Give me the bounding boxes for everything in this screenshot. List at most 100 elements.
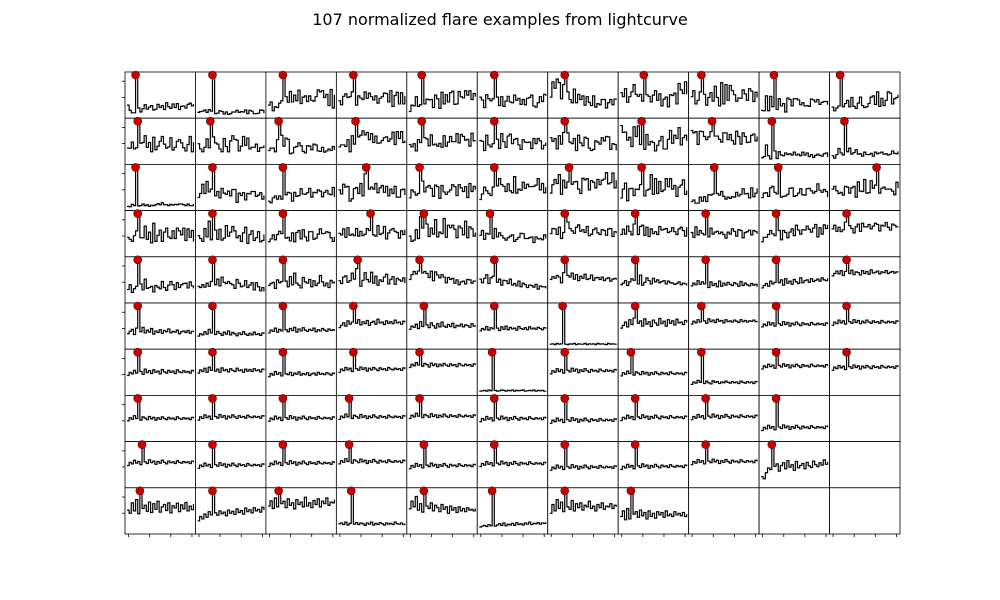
lightcurve-line [197, 444, 265, 469]
flare-panel [265, 486, 337, 537]
flare-peak-marker [701, 255, 710, 265]
lightcurve-line [408, 444, 476, 470]
flare-peak-marker [771, 209, 781, 218]
flare-peak-marker [560, 347, 570, 357]
lightcurve-line [197, 259, 265, 292]
flare-panel [265, 209, 337, 258]
flare-peak-marker [489, 163, 499, 172]
flare-peak-marker [773, 163, 783, 172]
lightcurve-line [479, 120, 547, 152]
lightcurve-line [690, 397, 758, 421]
flare-peak-marker [489, 394, 499, 403]
lightcurve-line [690, 166, 758, 204]
panel-frame [688, 441, 760, 489]
flare-peak-marker [560, 116, 570, 126]
panel-frame [547, 71, 619, 119]
lightcurve-line [831, 305, 899, 326]
flare-peak-marker [133, 301, 143, 311]
lightcurve-line [761, 259, 829, 289]
lightcurve-line [549, 444, 617, 471]
flare-panel [688, 209, 760, 258]
panel-frame [758, 487, 830, 535]
lightcurve-line [479, 74, 547, 109]
flare-peak-marker [361, 163, 371, 172]
flare-peak-marker [133, 347, 143, 357]
lightcurve-line [549, 259, 617, 284]
panel-frame [688, 210, 760, 258]
flare-peak-marker [208, 163, 217, 172]
panel-frame [829, 163, 901, 211]
panel-frame [758, 117, 830, 165]
lightcurve-line [690, 444, 758, 466]
flare-panel [122, 301, 196, 350]
panel-frame [829, 71, 901, 119]
flare-panel [335, 116, 408, 165]
flare-panel [829, 487, 901, 537]
panel-frame [547, 117, 619, 165]
lightcurve-line [267, 397, 335, 422]
flare-panel [688, 347, 760, 396]
lightcurve-line [479, 444, 547, 468]
flare-peak-marker [767, 116, 777, 126]
panel-frame [335, 441, 408, 489]
flare-panel [122, 209, 196, 258]
panel-frame [476, 256, 549, 304]
flare-panel [758, 70, 830, 119]
flare-panel [406, 116, 478, 165]
figure-title: 107 normalized flare examples from light… [312, 10, 688, 29]
flare-peak-marker [278, 440, 288, 449]
panel-frame [617, 117, 690, 165]
lightcurve-line [267, 74, 335, 112]
flare-panel [758, 440, 830, 489]
flare-panel [829, 209, 901, 258]
flare-panel [829, 70, 901, 119]
panel-frame [124, 348, 196, 396]
flare-peak-marker [133, 394, 143, 403]
flare-panel [406, 301, 478, 350]
flare-peak-marker [560, 209, 570, 218]
flare-panel [617, 347, 690, 396]
flare-panel [122, 255, 196, 304]
flare-panel [688, 440, 760, 489]
panel-frame [335, 117, 408, 165]
flare-peak-marker [767, 440, 777, 449]
lightcurve-line [620, 397, 688, 422]
flare-peak-marker [135, 486, 145, 496]
lightcurve-line [338, 490, 406, 526]
flare-peak-marker [208, 394, 217, 403]
flare-peak-marker [697, 347, 706, 357]
flare-panel [335, 163, 408, 211]
flare-panel [547, 347, 619, 396]
lightcurve-line [267, 444, 335, 467]
panel-frame [758, 71, 830, 119]
flare-peak-marker [208, 347, 217, 357]
flare-peak-marker [415, 347, 424, 357]
panel-frame [547, 487, 619, 535]
panel-frame [547, 163, 619, 211]
flare-panel [547, 255, 619, 304]
flare-peak-marker [842, 255, 851, 265]
lightcurve-line [620, 213, 688, 238]
flare-panel [758, 163, 830, 211]
flare-panel [265, 301, 337, 350]
flare-panel [406, 209, 478, 258]
flare-panel [335, 440, 408, 489]
flare-panel [476, 440, 549, 489]
lightcurve-line [127, 74, 195, 114]
lightcurve-line [479, 351, 547, 392]
lightcurve-line [408, 74, 476, 113]
flare-peak-marker [489, 301, 499, 311]
flare-peak-marker [771, 255, 781, 265]
flare-peak-marker [560, 440, 570, 449]
panel-frame [829, 348, 901, 396]
lightcurve-line [479, 305, 547, 332]
flare-panel [476, 394, 549, 442]
panel-frame [547, 348, 619, 396]
flare-peak-marker [769, 70, 779, 80]
panel-frame [406, 117, 478, 165]
flare-peak-marker [771, 301, 781, 311]
panel-frame [265, 163, 337, 211]
panel-frame [476, 302, 549, 350]
panel-frame [547, 256, 619, 304]
